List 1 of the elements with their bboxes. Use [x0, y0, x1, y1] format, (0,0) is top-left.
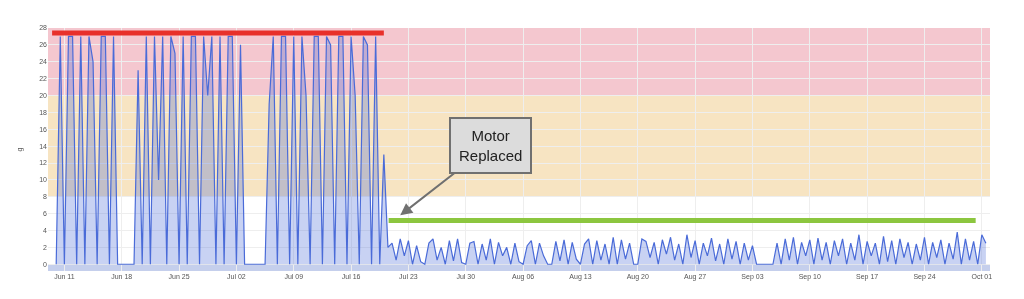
annotation: Motor Replaced [459, 127, 523, 164]
